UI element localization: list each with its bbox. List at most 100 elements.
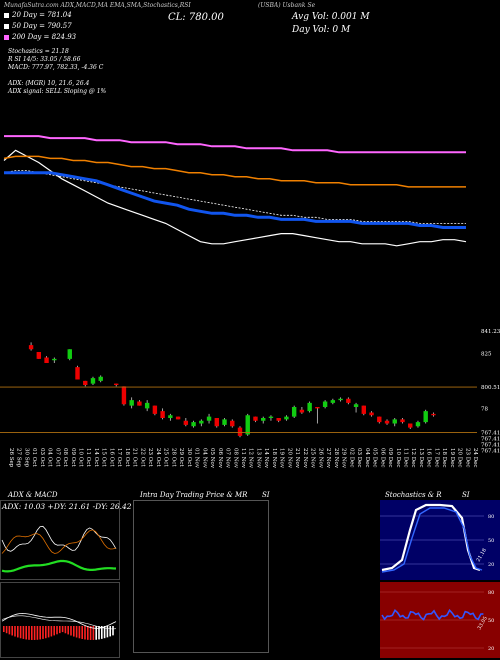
candle-04-dec	[361, 405, 367, 416]
candle-body	[175, 416, 181, 420]
date-label: 29 Oct	[178, 448, 184, 467]
adx-line	[1, 559, 117, 573]
macd-histogram-bar	[81, 626, 83, 639]
candle-body	[253, 416, 258, 421]
macd-histogram-bar	[64, 626, 67, 634]
date-label: 03 Dec	[356, 448, 362, 468]
date-label: 12 Nov	[248, 448, 254, 469]
candle-body	[276, 418, 281, 421]
candle-22-nov	[299, 407, 305, 414]
date-label: 06 Nov	[217, 448, 223, 469]
macd-histogram-bar	[95, 626, 97, 640]
price-label: 841.23	[481, 329, 500, 335]
stoch-d-line	[381, 507, 483, 573]
candle-04-nov	[199, 419, 204, 427]
date-label: 25 Oct	[163, 448, 169, 467]
macd-histogram-bar	[70, 626, 72, 636]
date-label: 14 Nov	[263, 448, 269, 469]
date-label: 19 Nov	[279, 448, 285, 469]
ma-line-blue	[4, 171, 466, 229]
candle-body	[384, 420, 390, 424]
date-label: 24 Oct	[155, 448, 161, 467]
candle-01-nov	[191, 420, 196, 428]
candle-body	[206, 416, 212, 421]
date-label: 08 Oct	[62, 448, 68, 467]
candle-body	[121, 386, 127, 405]
date-label: 17 Oct	[116, 448, 122, 467]
date-label: 23 Oct	[147, 448, 153, 467]
macd-histogram-bar	[98, 626, 100, 640]
candle-14-oct	[90, 376, 96, 385]
macd-histogram-bar	[89, 626, 92, 640]
macd-readout: MACD: 777.97, 782.33, -4.36 C	[8, 64, 104, 71]
date-label: 06 Dec	[379, 448, 385, 468]
date-label: 07 Oct	[54, 448, 60, 467]
macd-histogram-bar	[11, 626, 13, 636]
candle-body	[230, 420, 235, 427]
legend-swatch	[4, 23, 9, 29]
date-label: 18 Dec	[441, 448, 447, 468]
candle-28-oct	[168, 413, 173, 421]
rsi-readout: R SI 14/5: 33.05 / 58.66	[8, 56, 81, 63]
macd-histogram-bar	[28, 626, 30, 640]
macd-histogram-bar	[84, 626, 86, 640]
ma-legend: 20 Day = 781.04 50 Day = 790.57 200 Day …	[4, 11, 76, 41]
candle-24-oct	[152, 405, 158, 416]
candle-18-nov	[268, 415, 274, 421]
candle-11-nov	[237, 426, 243, 438]
date-label: 23 Dec	[464, 448, 470, 468]
macd-line	[1, 612, 117, 629]
rsi-line	[381, 608, 484, 621]
candle-body	[44, 357, 49, 363]
candle-body	[90, 378, 96, 384]
legend-ma20: 20 Day = 781.04	[4, 11, 76, 19]
candle-04-oct	[44, 356, 49, 363]
date-label: 26 Nov	[317, 448, 323, 469]
adx-minus-di-line	[1, 529, 117, 554]
candle-body	[392, 419, 397, 424]
macd-histogram-bar	[31, 626, 33, 640]
price-label: 767.41	[481, 437, 500, 443]
candle-03-oct	[36, 352, 42, 359]
candle-body	[83, 380, 88, 385]
adx-plus-di-line	[1, 525, 117, 552]
candle-body	[67, 349, 72, 359]
date-label: 25 Nov	[310, 448, 316, 469]
adx-signal: ADX signal: SELL Sloping @ 1%	[8, 88, 107, 95]
date-label: 01 Oct	[31, 448, 37, 467]
price-label: 800.51	[481, 385, 500, 391]
stoch-readout: Stochastics = 21.18	[8, 48, 69, 55]
candle-17-oct	[113, 383, 119, 387]
macd-histogram-bar	[59, 626, 61, 634]
candle-body	[307, 402, 312, 412]
price-label: 767.41	[481, 431, 500, 437]
stoch-level-label: 80	[488, 514, 494, 520]
date-label: 11 Nov	[240, 448, 246, 469]
date-label: 04 Nov	[201, 448, 207, 469]
macd-histogram-bar	[3, 626, 5, 632]
legend-swatch	[4, 34, 9, 40]
candle-body	[214, 418, 219, 427]
date-label: 19 Dec	[449, 448, 455, 468]
candle-29-oct	[175, 416, 181, 420]
candle-11-oct	[83, 380, 88, 387]
intraday-panel-title: Intra Day Trading Price & MR	[140, 491, 248, 499]
date-label: 05 Dec	[372, 448, 378, 468]
macd-histogram-bar	[45, 626, 47, 639]
macd-histogram-bar	[106, 626, 109, 638]
date-label: 29 Nov	[341, 448, 347, 469]
date-label: 24 Dec	[472, 448, 478, 468]
date-label: 27 Sep	[16, 448, 22, 468]
candle-body	[52, 358, 57, 361]
macd-histogram-bar	[14, 626, 16, 637]
date-label: 27 Nov	[325, 448, 331, 469]
candle-body	[261, 418, 266, 421]
candle-body	[268, 416, 274, 418]
date-label: 13 Dec	[418, 448, 424, 468]
date-label: 10 Oct	[78, 448, 84, 467]
candle-09-oct	[67, 349, 72, 361]
candle-body	[160, 411, 165, 418]
candle-body	[129, 400, 134, 406]
candle-body	[353, 404, 359, 407]
adx-panel-title: ADX & MACD	[8, 491, 58, 499]
